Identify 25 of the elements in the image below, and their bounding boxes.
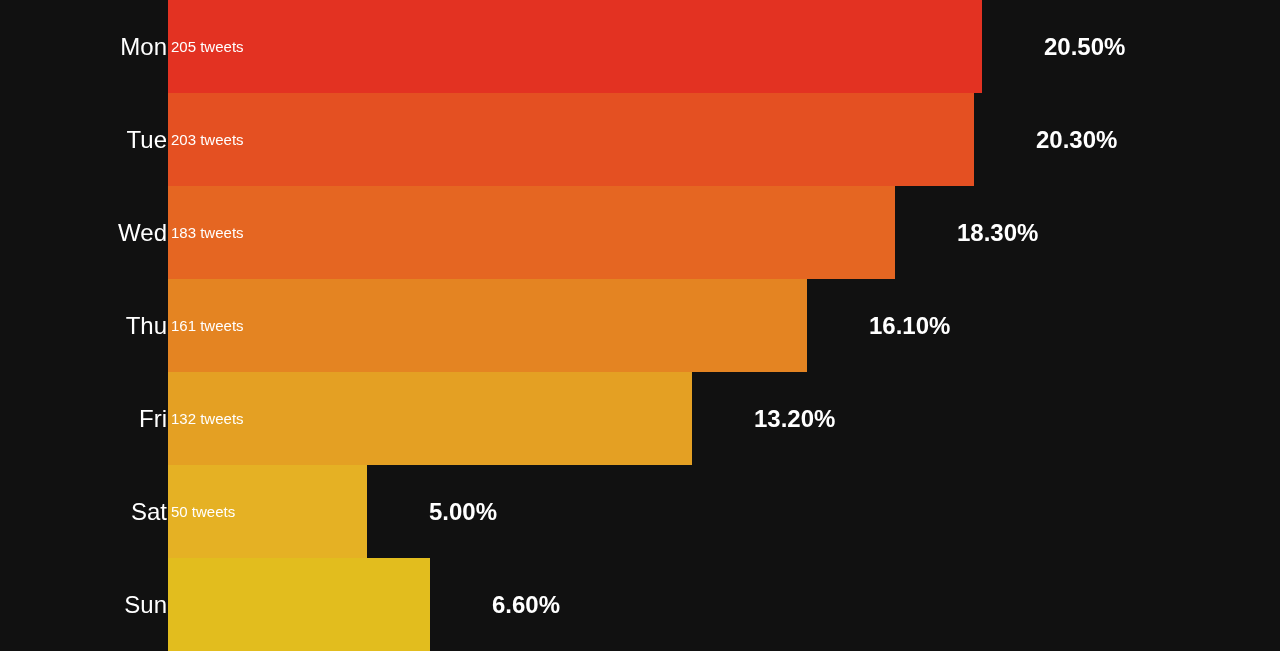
annotation: 6.60% xyxy=(492,591,561,618)
data-label: 132 tweets xyxy=(171,410,244,427)
y-tick-label: Tue xyxy=(126,125,167,153)
annotation: 18.30% xyxy=(957,219,1039,246)
bar xyxy=(168,372,692,465)
y-tick-label: Wed xyxy=(118,218,167,246)
annotation: 20.50% xyxy=(1044,33,1126,60)
data-label: 203 tweets xyxy=(171,131,244,148)
bar xyxy=(168,93,974,186)
y-tick-label: Fri xyxy=(139,404,167,432)
y-tick-label: Sun xyxy=(124,590,167,618)
data-label: 205 tweets xyxy=(171,38,244,55)
data-label: 50 tweets xyxy=(171,503,236,520)
y-tick-label: Sat xyxy=(130,497,168,525)
data-label: 161 tweets xyxy=(171,317,244,334)
data-label: 183 tweets xyxy=(171,224,244,241)
bar xyxy=(168,279,807,372)
annotation: 13.20% xyxy=(754,405,836,432)
bar xyxy=(168,0,982,93)
annotation: 16.10% xyxy=(869,312,951,339)
annotation: 5.00% xyxy=(429,498,498,525)
annotation: 20.30% xyxy=(1036,126,1118,153)
y-tick-label: Thu xyxy=(125,311,167,339)
bar xyxy=(168,186,895,279)
y-tick-label: Mon xyxy=(120,32,167,60)
